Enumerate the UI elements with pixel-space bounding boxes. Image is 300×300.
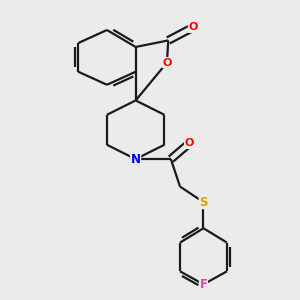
- Text: S: S: [199, 196, 208, 209]
- Text: F: F: [200, 278, 208, 291]
- Text: N: N: [131, 153, 141, 166]
- Text: O: O: [188, 22, 198, 32]
- Text: O: O: [162, 58, 172, 68]
- Text: O: O: [184, 139, 194, 148]
